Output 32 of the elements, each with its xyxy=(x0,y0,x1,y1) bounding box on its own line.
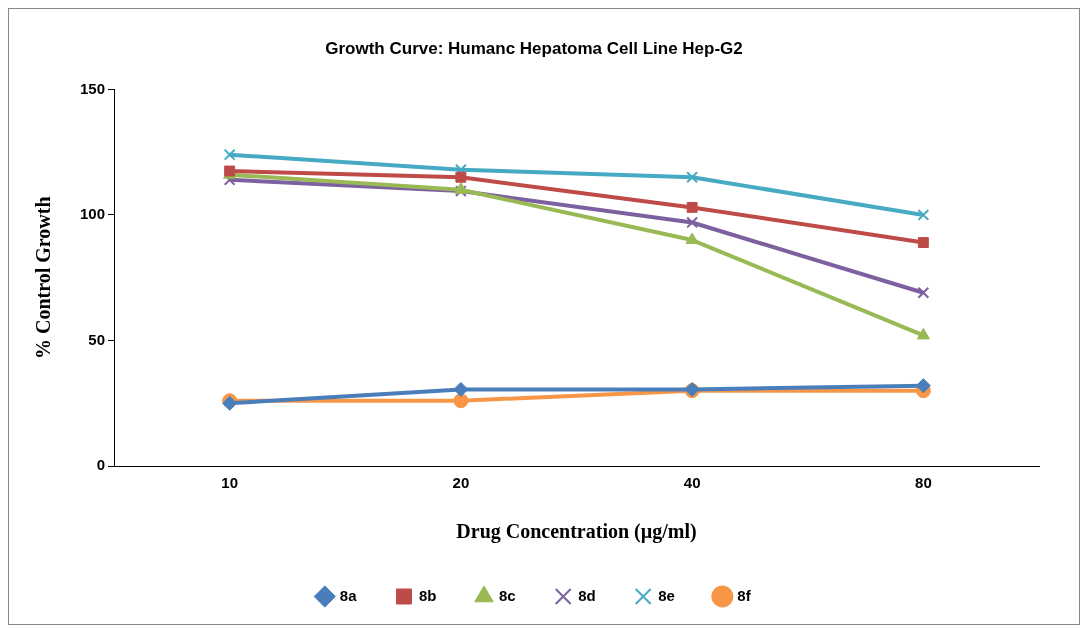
point xyxy=(917,286,930,299)
point xyxy=(453,381,469,397)
point xyxy=(685,232,699,245)
legend-label: 8b xyxy=(418,586,437,604)
x-tick-label: 80 xyxy=(915,474,932,492)
point xyxy=(917,208,930,221)
point xyxy=(453,393,469,409)
legend-label: 8c xyxy=(498,586,516,604)
point xyxy=(916,327,930,340)
y-tick-label: 100 xyxy=(80,205,106,223)
chart-title: Growth Curve: Humanc Hepatoma Cell Line Hep-G2 xyxy=(325,38,743,58)
point xyxy=(686,171,699,184)
point xyxy=(686,216,699,229)
point xyxy=(455,171,467,183)
point xyxy=(686,201,698,213)
legend-label: 8a xyxy=(339,586,358,604)
x-axis-title: Drug Concentration (µg/ml) xyxy=(456,520,697,544)
point xyxy=(915,378,931,394)
y-tick-label: 50 xyxy=(88,330,106,348)
point xyxy=(917,237,929,248)
legend-label: 8f xyxy=(737,586,752,604)
point xyxy=(223,148,236,161)
y-axis-title: % Control Growth xyxy=(32,196,55,359)
y-tick-label: 0 xyxy=(96,456,106,474)
point xyxy=(454,182,468,194)
x-tick-label: 10 xyxy=(221,474,238,492)
point xyxy=(454,185,467,198)
legend-label: 8e xyxy=(658,586,675,604)
y-tick-label: 150 xyxy=(80,79,106,97)
x-tick-label: 20 xyxy=(452,474,470,492)
legend-label: 8d xyxy=(578,586,596,604)
x-tick-label: 40 xyxy=(683,474,701,492)
